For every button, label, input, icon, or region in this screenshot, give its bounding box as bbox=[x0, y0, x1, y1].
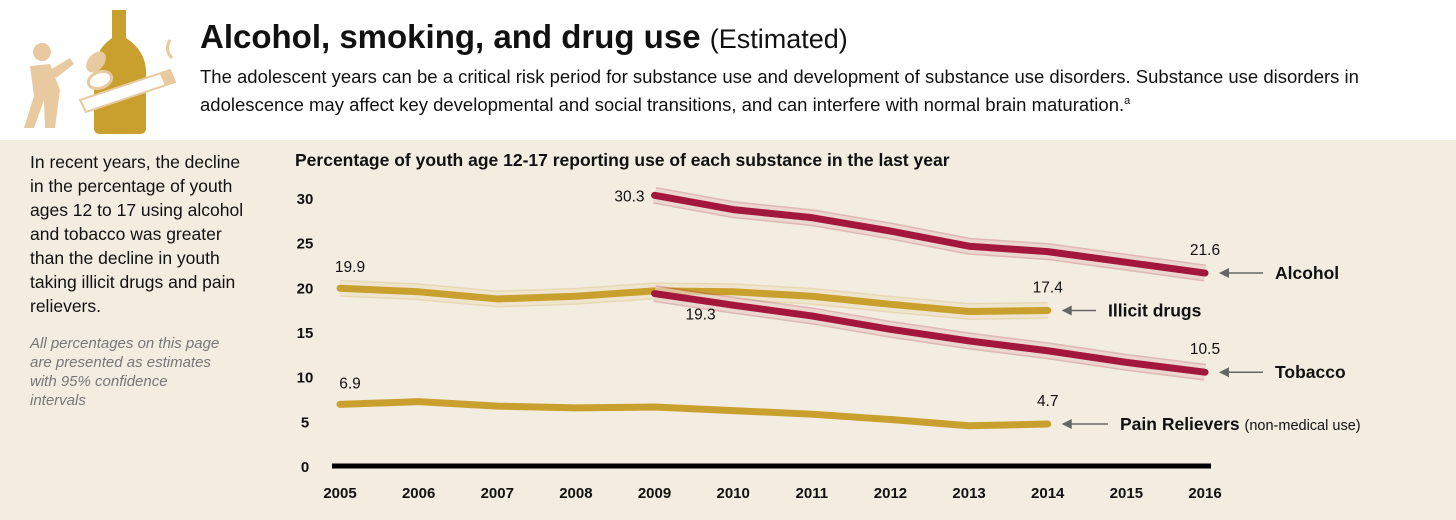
data-line bbox=[651, 290, 1209, 376]
value-label: 21.6 bbox=[1190, 242, 1220, 259]
x-tick-label: 2008 bbox=[559, 485, 592, 502]
y-tick-label: 0 bbox=[301, 459, 309, 476]
value-label: 19.3 bbox=[685, 307, 715, 324]
legend-name: Illicit drugs bbox=[1108, 301, 1202, 321]
subtitle: The adolescent years can be a critical r… bbox=[200, 64, 1440, 117]
title: Alcohol, smoking, and drug use (Estimate… bbox=[200, 18, 848, 56]
sidebar: In recent years, the decline in the perc… bbox=[30, 150, 250, 410]
x-tick-label: 2009 bbox=[638, 485, 671, 502]
y-tick-label: 5 bbox=[301, 414, 309, 431]
chart-title: Percentage of youth age 12-17 reporting … bbox=[295, 150, 950, 170]
legend-label: Pain Relievers (non-medical use) bbox=[1120, 414, 1361, 434]
y-tick-label: 15 bbox=[297, 325, 314, 342]
icon bbox=[24, 10, 177, 134]
legend-name: Alcohol bbox=[1275, 263, 1339, 283]
x-tick-label: 2013 bbox=[952, 485, 985, 502]
x-tick-label: 2016 bbox=[1188, 485, 1221, 502]
value-label: 10.5 bbox=[1190, 341, 1220, 358]
arrow-head bbox=[1061, 305, 1072, 316]
value-label: 19.9 bbox=[335, 259, 365, 276]
sidebar-note: All percentages on this page are present… bbox=[30, 335, 220, 409]
title-text: Alcohol, smoking, and drug use bbox=[200, 18, 701, 55]
data-line bbox=[651, 191, 1209, 277]
footnote-mark: a bbox=[1124, 95, 1131, 107]
title-note: (Estimated) bbox=[709, 24, 848, 54]
sidebar-text: In recent years, the decline in the perc… bbox=[30, 152, 244, 316]
y-tick-label: 10 bbox=[297, 370, 314, 387]
legend-note: (non-medical use) bbox=[1245, 418, 1361, 434]
arrow-head bbox=[1219, 268, 1229, 279]
x-tick-label: 2015 bbox=[1110, 485, 1143, 502]
value-label: 6.9 bbox=[339, 375, 361, 392]
value-label: 30.3 bbox=[614, 188, 644, 205]
x-tick-label: 2005 bbox=[323, 485, 356, 502]
x-tick-label: 2010 bbox=[716, 485, 749, 502]
arrow-head bbox=[1219, 367, 1229, 378]
x-tick-label: 2014 bbox=[1031, 485, 1065, 502]
legend-name: Tobacco bbox=[1275, 362, 1346, 382]
x-tick-label: 2011 bbox=[796, 485, 829, 502]
y-tick-label: 25 bbox=[297, 236, 314, 253]
value-label: 4.7 bbox=[1037, 393, 1059, 410]
legend-label: Alcohol bbox=[1275, 263, 1339, 283]
x-tick-label: 2007 bbox=[481, 485, 514, 502]
legend-name: Pain Relievers bbox=[1120, 414, 1240, 434]
y-tick-label: 30 bbox=[297, 191, 314, 208]
x-tick-label: 2012 bbox=[874, 485, 907, 502]
value-label: 17.4 bbox=[1033, 280, 1064, 297]
data-line bbox=[336, 284, 1052, 315]
legend-label: Tobacco bbox=[1275, 362, 1346, 382]
arrow-head bbox=[1061, 419, 1072, 430]
x-tick-label: 2006 bbox=[402, 485, 435, 502]
y-tick-label: 20 bbox=[297, 280, 314, 297]
legend-label: Illicit drugs bbox=[1108, 301, 1202, 321]
data-line bbox=[336, 398, 1052, 430]
subtitle-text: The adolescent years can be a critical r… bbox=[200, 66, 1359, 116]
